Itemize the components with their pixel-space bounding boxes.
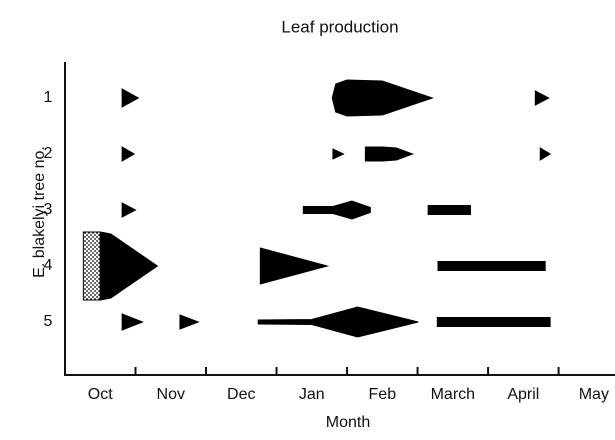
x-tick-label: Feb — [369, 386, 397, 403]
kite — [121, 88, 140, 108]
y-tick-label: 3 — [44, 201, 53, 218]
kite — [436, 317, 551, 327]
kite — [179, 314, 200, 330]
kite — [257, 306, 419, 338]
kite — [121, 146, 136, 162]
kite — [332, 148, 345, 160]
x-tick-label: Dec — [227, 386, 255, 403]
x-tick-label: Oct — [88, 386, 113, 403]
kite — [364, 146, 415, 162]
x-tick-label: Nov — [157, 386, 185, 403]
kite — [331, 79, 434, 117]
kite — [534, 90, 550, 106]
kite — [259, 247, 330, 285]
axes — [64, 62, 615, 376]
y-axis-label: E. blakelyi tree no. — [31, 146, 48, 278]
x-tick-label: March — [431, 386, 475, 403]
x-tick-label: April — [507, 386, 539, 403]
x-axis-label: Month — [326, 414, 370, 431]
kite — [121, 202, 137, 218]
y-tick-label: 5 — [44, 313, 53, 330]
kite — [99, 231, 159, 301]
x-tick-label: May — [579, 386, 609, 403]
kite — [121, 313, 144, 331]
kite — [437, 261, 546, 271]
kite — [539, 147, 552, 161]
y-tick-label: 4 — [44, 257, 53, 274]
kite — [302, 200, 371, 220]
kite — [427, 205, 471, 215]
y-tick-label: 2 — [44, 145, 53, 162]
y-tick-label: 1 — [44, 89, 53, 106]
chart-title: Leaf production — [281, 17, 398, 36]
x-tick-label: Jan — [299, 386, 325, 403]
kite — [82, 231, 101, 301]
